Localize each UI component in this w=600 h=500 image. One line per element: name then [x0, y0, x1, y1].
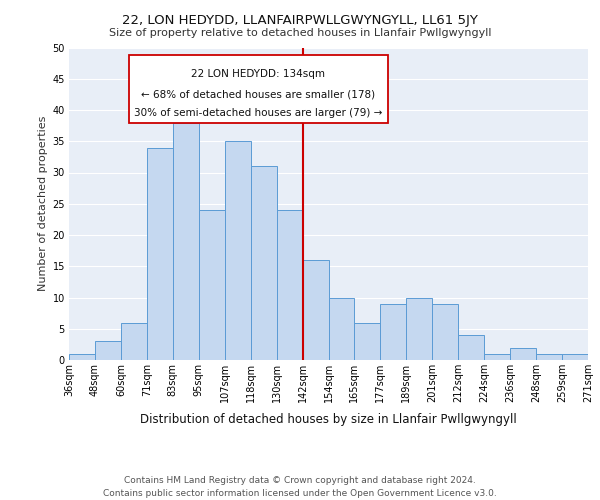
Bar: [355, 322, 380, 360]
FancyBboxPatch shape: [128, 56, 388, 122]
Bar: [302, 260, 329, 360]
Bar: [484, 354, 510, 360]
Bar: [173, 122, 199, 360]
Bar: [510, 348, 536, 360]
Bar: [121, 322, 147, 360]
Text: Contains HM Land Registry data © Crown copyright and database right 2024.
Contai: Contains HM Land Registry data © Crown c…: [103, 476, 497, 498]
Bar: [69, 354, 95, 360]
Text: 30% of semi-detached houses are larger (79) →: 30% of semi-detached houses are larger (…: [134, 108, 383, 118]
Bar: [251, 166, 277, 360]
Bar: [406, 298, 432, 360]
Bar: [329, 298, 355, 360]
Text: 22, LON HEDYDD, LLANFAIRPWLLGWYNGYLL, LL61 5JY: 22, LON HEDYDD, LLANFAIRPWLLGWYNGYLL, LL…: [122, 14, 478, 27]
Text: ← 68% of detached houses are smaller (178): ← 68% of detached houses are smaller (17…: [142, 90, 376, 100]
Bar: [562, 354, 588, 360]
Bar: [147, 148, 173, 360]
Bar: [536, 354, 562, 360]
Bar: [458, 335, 484, 360]
Y-axis label: Number of detached properties: Number of detached properties: [38, 116, 48, 292]
Bar: [95, 341, 121, 360]
Bar: [225, 141, 251, 360]
Text: 22 LON HEDYDD: 134sqm: 22 LON HEDYDD: 134sqm: [191, 69, 325, 79]
Text: Size of property relative to detached houses in Llanfair Pwllgwyngyll: Size of property relative to detached ho…: [109, 28, 491, 38]
Bar: [380, 304, 406, 360]
Text: Distribution of detached houses by size in Llanfair Pwllgwyngyll: Distribution of detached houses by size …: [140, 412, 517, 426]
Bar: [199, 210, 224, 360]
Bar: [277, 210, 302, 360]
Bar: [433, 304, 458, 360]
